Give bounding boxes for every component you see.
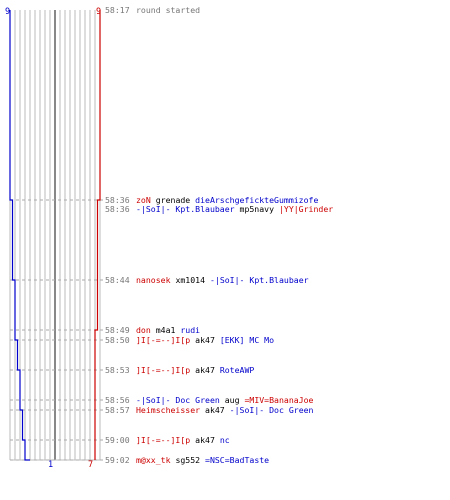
event-part: =MIV=BananaJoe	[240, 395, 314, 405]
event-time: 58:36	[105, 195, 130, 205]
event-part: sg552	[171, 455, 201, 465]
red-start-score: 9	[96, 7, 101, 17]
event-part: [EKK] MC Mo	[215, 335, 274, 345]
event-time: 58:56	[105, 395, 130, 405]
event-part: rudi	[175, 325, 200, 335]
event-text: m@xx_tk sg552 =NSC=BadTaste	[136, 455, 269, 465]
event-part: -|SoI|- Kpt.Blaubaer	[205, 275, 309, 285]
event-time: 59:00	[105, 435, 130, 445]
series-lines	[9, 10, 101, 461]
event-log: 58:17 round started 58:36 zoN grenade dieAr…	[105, 5, 333, 465]
grid	[9, 10, 101, 461]
event-text: don m4a1 rudi	[136, 325, 200, 335]
event-part: xm1014	[171, 275, 206, 285]
event-text: nanosek xm1014 -|SoI|- Kpt.Blaubaer	[136, 275, 309, 285]
event-part: nc	[215, 435, 230, 445]
event-part: mp5navy	[235, 204, 275, 214]
event-time: 58:49	[105, 325, 130, 335]
event-part: ]I[-=--]I[p	[136, 365, 190, 375]
event-text: zoN grenade dieArschgefickteGummizofe	[136, 195, 318, 205]
event-part: ak47	[190, 365, 215, 375]
event-part: zoN	[136, 195, 151, 205]
event-time: 58:36	[105, 204, 130, 214]
event-part: ak47	[200, 405, 225, 415]
event-part: don	[136, 325, 151, 335]
event-part: round started	[136, 5, 200, 15]
event-part: RoteAWP	[215, 365, 255, 375]
event-part: nanosek	[136, 275, 171, 285]
event-time: 58:50	[105, 335, 130, 345]
blue-end-score: 1	[48, 460, 53, 470]
red-end-score: 7	[88, 460, 93, 470]
event-part: |YY|Grinder	[274, 204, 333, 214]
event-part: grenade	[151, 195, 191, 205]
event-part: ak47	[190, 435, 215, 445]
event-part: -|SoI|- Doc Green	[136, 395, 220, 405]
event-text: -|SoI|- Kpt.Blaubaer mp5navy |YY|Grinder	[136, 204, 333, 214]
event-text: ]I[-=--]I[p ak47 nc	[136, 435, 230, 445]
event-part: =NSC=BadTaste	[200, 455, 269, 465]
event-part: ]I[-=--]I[p	[136, 435, 190, 445]
event-time: 58:53	[105, 365, 130, 375]
event-text: ]I[-=--]I[p ak47 RoteAWP	[136, 365, 254, 375]
event-text: Heimscheisser ak47 -|SoI|- Doc Green	[136, 405, 314, 415]
red-team-line	[94, 10, 101, 460]
blue-team-line	[9, 10, 30, 461]
event-part: -|SoI|- Kpt.Blaubaer	[136, 204, 235, 214]
event-part: dieArschgefickteGummizofe	[190, 195, 318, 205]
blue-start-score: 9	[5, 7, 10, 17]
event-part: m4a1	[151, 325, 176, 335]
event-part: -|SoI|- Doc Green	[225, 405, 314, 415]
event-time: 58:57	[105, 405, 130, 415]
event-part: Heimscheisser	[136, 405, 200, 415]
event-guide-lines	[10, 199, 103, 461]
event-text: round started	[136, 5, 200, 15]
event-time: 59:02	[105, 455, 130, 465]
event-text: ]I[-=--]I[p ak47 [EKK] MC Mo	[136, 335, 274, 345]
event-part: aug	[220, 395, 240, 405]
event-part: ]I[-=--]I[p	[136, 335, 190, 345]
event-part: ak47	[190, 335, 215, 345]
event-time: 58:17	[105, 5, 130, 15]
event-part: m@xx_tk	[136, 455, 171, 465]
event-time: 58:44	[105, 275, 130, 285]
event-text: -|SoI|- Doc Green aug =MIV=BananaJoe	[136, 395, 314, 405]
